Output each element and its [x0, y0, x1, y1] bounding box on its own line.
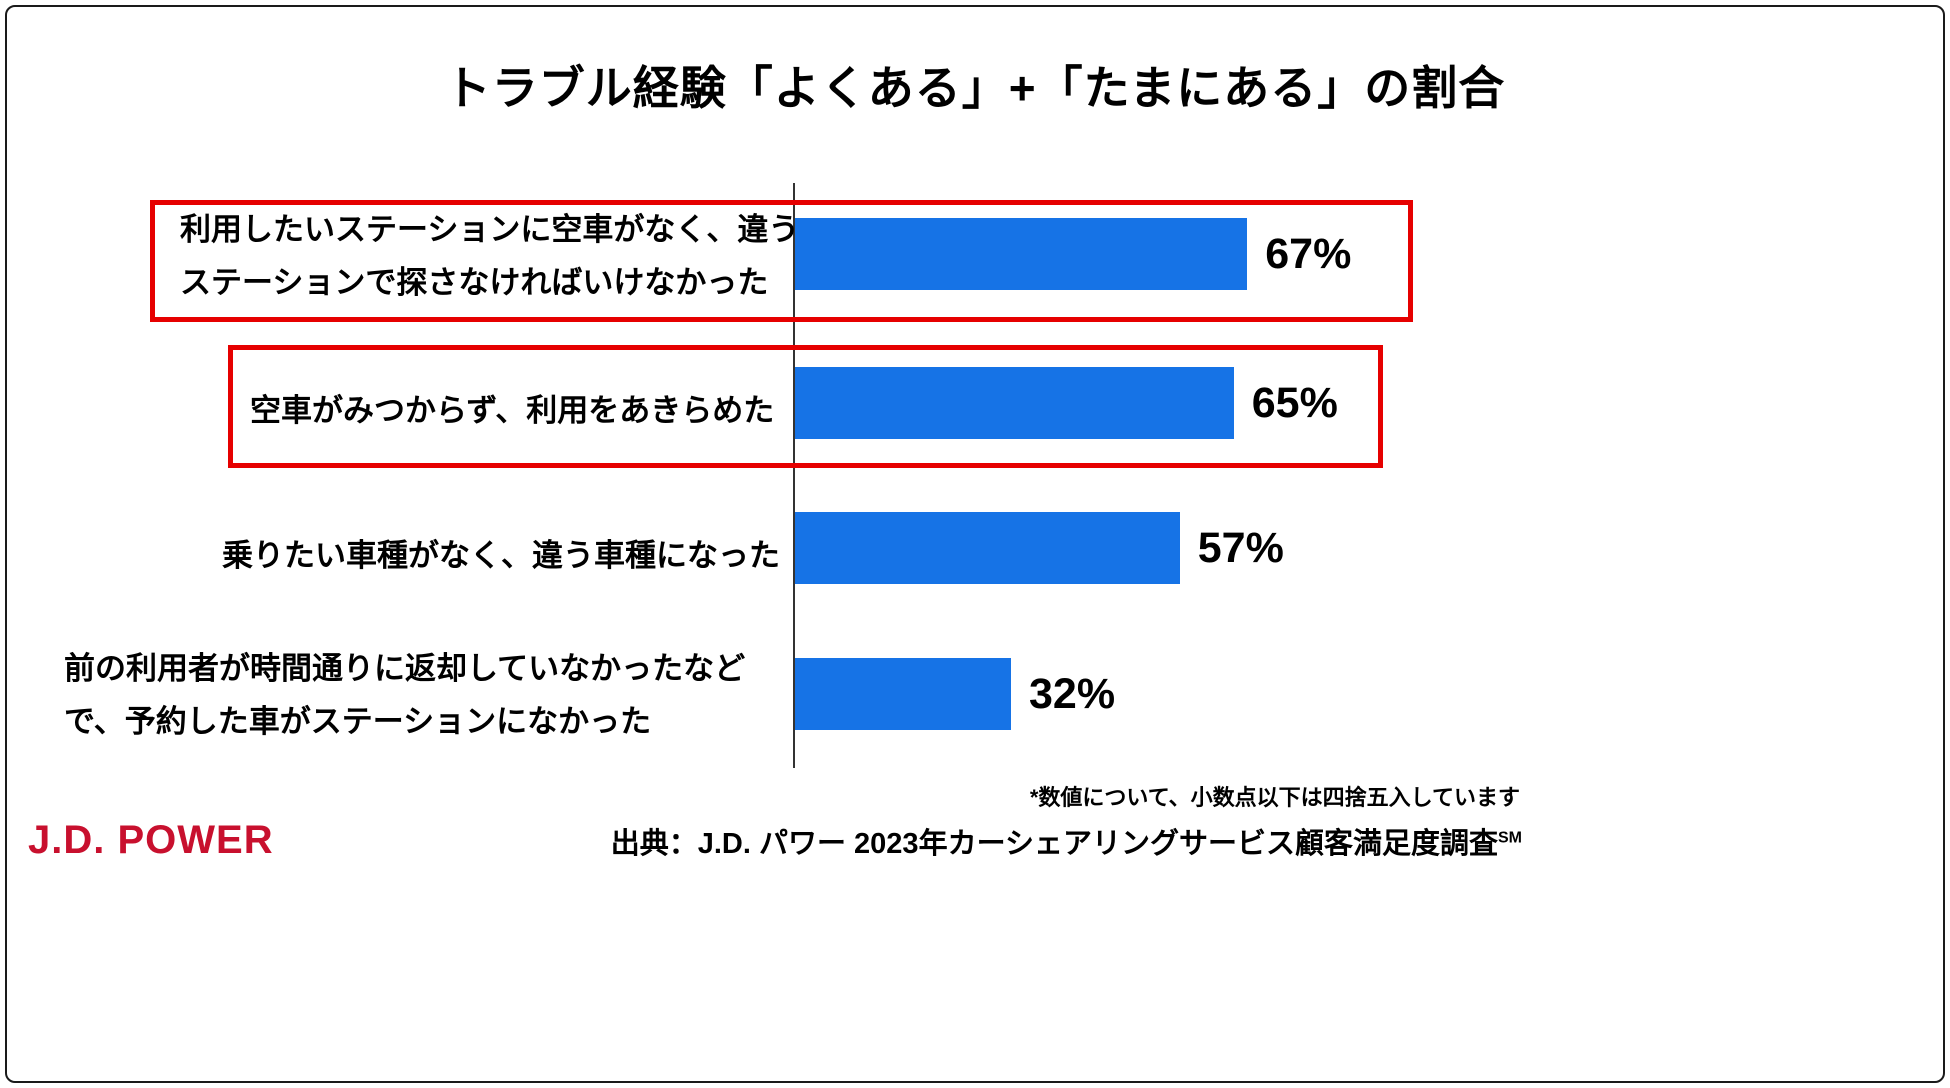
- category-label-2: 空車がみつからず、利用をあきらめた: [250, 393, 775, 428]
- bar-row-1: 67%: [795, 218, 1351, 290]
- rounding-footnote: *数値について、小数点以下は四捨五入しています: [1029, 785, 1520, 810]
- bar-3: [795, 512, 1180, 584]
- category-label-3: 乗りたい車種がなく、違う車種になった: [222, 538, 780, 573]
- bar-value-4: 32%: [1029, 669, 1116, 718]
- bar-4: [795, 658, 1011, 730]
- service-mark: SM: [1498, 829, 1522, 847]
- bar-row-3: 57%: [795, 512, 1284, 584]
- bar-value-1: 67%: [1265, 229, 1352, 278]
- category-label-4: 前の利用者が時間通りに返却していなかったなど で、予約した車がステーションになか…: [64, 651, 746, 739]
- category-label-1: 利用したいステーションに空車がなく、違う ステーションで探さなければいけなかった: [180, 212, 800, 300]
- bar-value-3: 57%: [1197, 523, 1284, 572]
- bar-1: [795, 218, 1248, 290]
- bar-2: [795, 367, 1234, 439]
- highlight-box-2: [228, 345, 1383, 468]
- jdpower-logo: J.D. POWER: [28, 818, 274, 862]
- axis-line: [793, 183, 795, 768]
- bar-value-2: 65%: [1251, 378, 1338, 427]
- highlight-box-1: [150, 200, 1413, 322]
- bar-row-2: 65%: [795, 367, 1338, 439]
- bar-row-4: 32%: [795, 658, 1115, 730]
- source-line: 出典：J.D. パワー 2023年カーシェアリングサービス顧客満足度調査SM: [611, 820, 1522, 862]
- source-text: 出典：J.D. パワー 2023年カーシェアリングサービス顧客満足度調査: [610, 828, 1498, 860]
- chart-title: トラブル経験「よくある」+「たまにある」の割合: [444, 62, 1506, 114]
